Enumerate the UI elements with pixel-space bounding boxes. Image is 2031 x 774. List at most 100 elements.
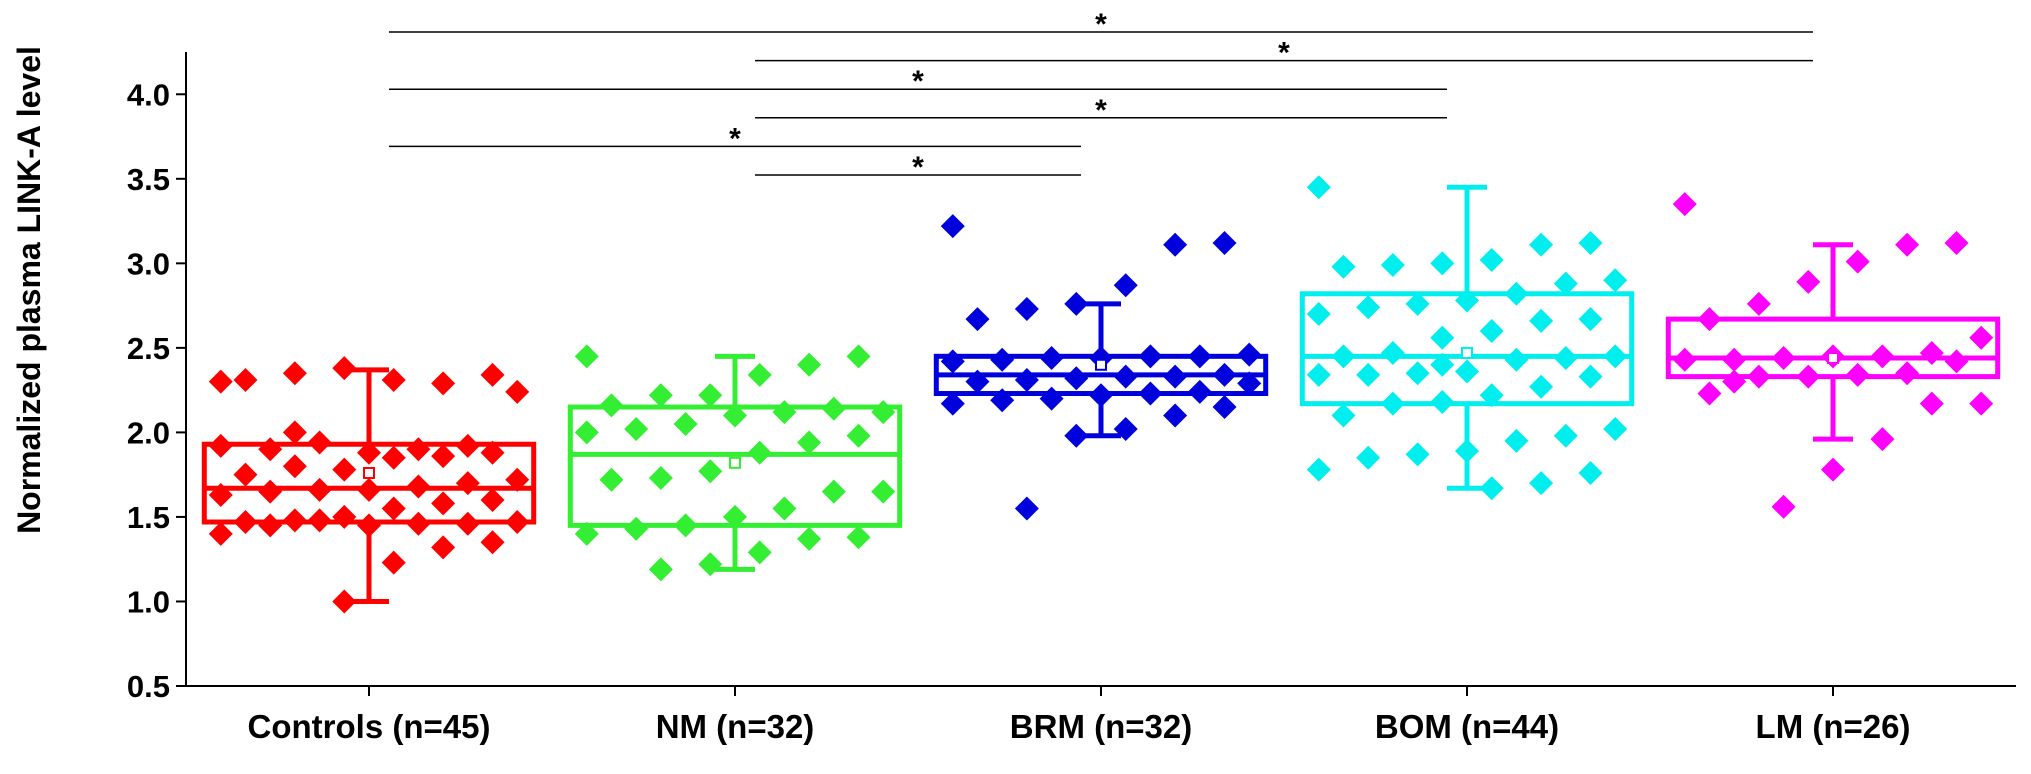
data-point <box>797 526 822 551</box>
data-point <box>1380 391 1405 416</box>
y-tick-label: 2.0 <box>127 415 170 450</box>
significance-label: * <box>912 151 924 184</box>
y-tick-label: 3.0 <box>127 246 170 281</box>
data-point <box>1504 281 1529 306</box>
data-point <box>1553 423 1578 448</box>
data-point <box>1455 438 1479 463</box>
data-point <box>1039 386 1064 411</box>
data-point <box>282 420 307 445</box>
data-point <box>208 521 233 546</box>
data-point <box>1306 362 1331 387</box>
data-point <box>233 462 258 487</box>
data-point <box>1380 340 1405 365</box>
mean-marker <box>1095 358 1107 371</box>
data-point <box>673 411 698 436</box>
data-point <box>1138 381 1163 406</box>
data-point <box>871 479 896 504</box>
data-point <box>1405 442 1430 467</box>
data-point <box>307 508 332 533</box>
data-point <box>208 433 233 458</box>
data-point <box>1870 344 1895 369</box>
data-point <box>357 513 381 538</box>
data-point <box>673 513 698 538</box>
data-point <box>747 362 772 387</box>
data-point <box>1969 391 1994 416</box>
data-point <box>455 511 480 536</box>
y-tick-label: 1.0 <box>127 584 170 619</box>
data-point <box>846 344 871 369</box>
data-point <box>1504 347 1529 372</box>
data-point <box>599 393 624 418</box>
data-point <box>1603 417 1628 442</box>
data-point <box>1212 362 1237 387</box>
data-point <box>1306 175 1331 200</box>
data-point <box>1331 344 1356 369</box>
mean-marker <box>729 456 741 469</box>
data-point <box>1529 308 1554 333</box>
data-point <box>821 479 846 504</box>
data-point <box>1138 344 1163 369</box>
mean-marker <box>1827 352 1839 365</box>
data-point <box>1405 291 1430 316</box>
data-point <box>821 396 846 421</box>
data-point <box>480 440 505 465</box>
data-point <box>480 488 505 513</box>
data-point <box>332 457 357 482</box>
data-point <box>282 508 307 533</box>
data-point <box>747 440 772 465</box>
significance-label: * <box>1095 8 1107 41</box>
data-point <box>1944 349 1969 374</box>
data-point <box>505 467 530 492</box>
data-point <box>258 513 283 538</box>
data-point <box>698 383 723 408</box>
data-point <box>1212 231 1237 256</box>
data-point <box>357 440 381 465</box>
data-point <box>332 589 357 614</box>
data-point <box>1845 362 1870 387</box>
data-point <box>1237 342 1262 367</box>
data-point <box>1356 362 1381 387</box>
data-point <box>406 511 431 536</box>
significance-label: * <box>729 122 741 155</box>
data-point <box>1821 457 1845 482</box>
data-point <box>1578 364 1603 389</box>
data-point <box>332 356 357 381</box>
data-point <box>965 369 990 394</box>
y-tick-label: 3.5 <box>127 162 170 197</box>
data-point <box>455 471 480 496</box>
data-point <box>846 525 871 550</box>
data-point <box>648 557 673 582</box>
data-point <box>1163 403 1188 428</box>
data-point <box>505 510 530 535</box>
data-point <box>480 362 505 387</box>
data-point <box>1697 307 1722 332</box>
data-point <box>1455 359 1479 384</box>
data-point <box>990 388 1015 413</box>
data-point <box>1746 364 1771 389</box>
data-point <box>1672 192 1697 217</box>
x-tick-label: BOM (n=44) <box>1375 708 1559 745</box>
data-point <box>431 371 456 396</box>
data-point <box>1479 247 1504 272</box>
data-point <box>1944 231 1969 256</box>
data-point <box>282 454 307 479</box>
data-point <box>1771 494 1796 519</box>
data-point <box>723 504 747 529</box>
data-point <box>940 349 965 374</box>
data-point <box>1553 271 1578 296</box>
data-point <box>1603 344 1628 369</box>
data-point <box>381 445 406 470</box>
data-point <box>1553 346 1578 371</box>
data-point <box>698 552 723 577</box>
data-point <box>797 352 822 377</box>
data-point <box>1113 417 1138 442</box>
data-point <box>1895 361 1920 386</box>
data-point <box>574 344 599 369</box>
data-point <box>1919 391 1944 416</box>
data-point <box>381 550 406 575</box>
data-point <box>1306 302 1331 327</box>
y-tick-label: 0.5 <box>127 669 170 704</box>
data-point <box>1430 325 1455 350</box>
data-point <box>1064 423 1089 448</box>
data-point <box>1430 389 1455 414</box>
